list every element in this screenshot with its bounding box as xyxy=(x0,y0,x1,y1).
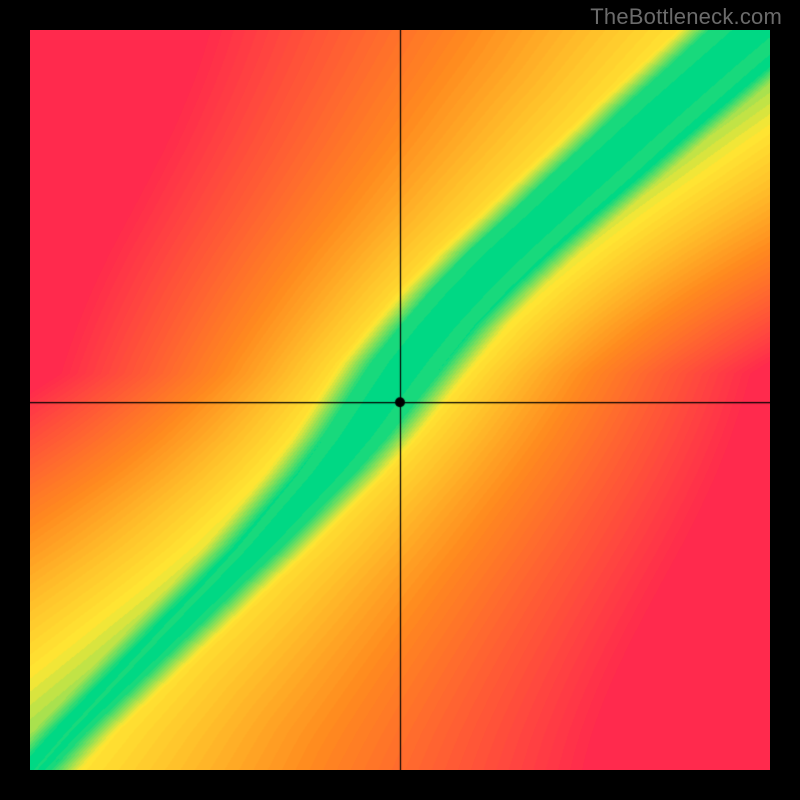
heatmap-canvas xyxy=(30,30,770,770)
watermark-text: TheBottleneck.com xyxy=(590,4,782,30)
heatmap-chart xyxy=(30,30,770,770)
